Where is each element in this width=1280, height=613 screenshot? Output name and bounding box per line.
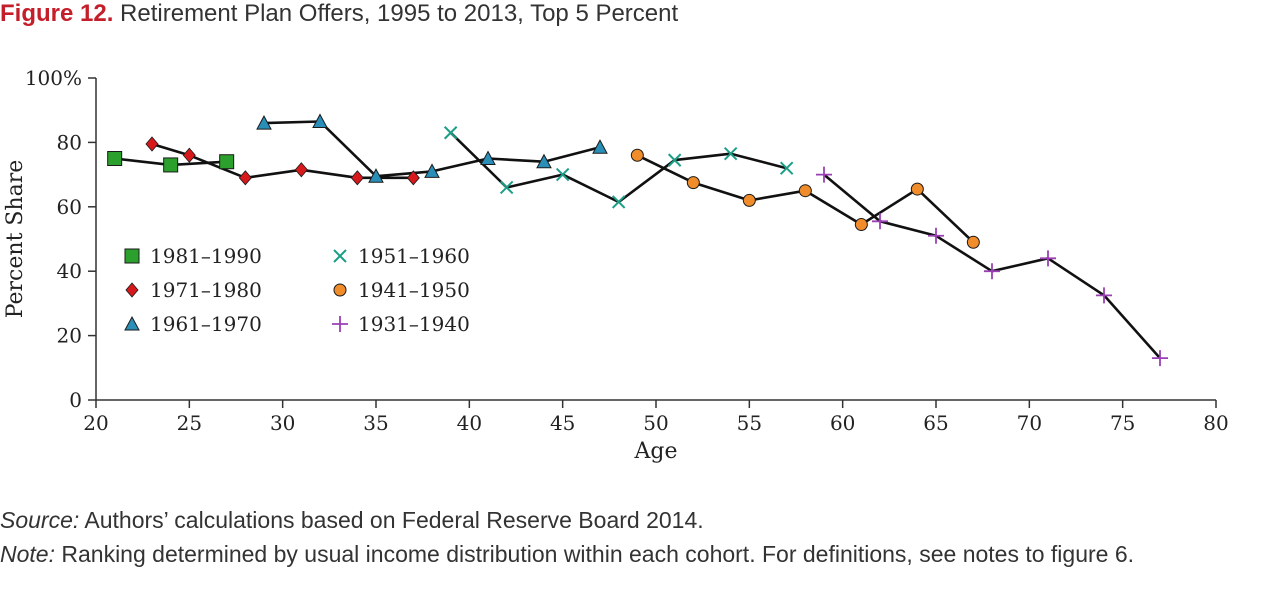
series-markers: [107, 113, 1168, 367]
data-point-0-1: [163, 157, 179, 173]
y-tick-label: 40: [57, 259, 82, 283]
series-line-1: [151, 142, 414, 180]
series-line-4: [636, 154, 975, 244]
data-point-1-4: [350, 170, 364, 186]
note-text: Ranking determined by usual income distr…: [61, 541, 1135, 567]
x-tick-label: 20: [83, 411, 108, 435]
data-point-3-1: [499, 180, 514, 195]
x-tick-label: 45: [550, 411, 575, 435]
x-tick-label: 65: [923, 411, 948, 435]
legend-label-3: 1951–1960: [358, 244, 470, 268]
data-point-2-1: [312, 113, 328, 128]
data-point-2-3: [424, 163, 440, 178]
y-tick-label: 100%: [25, 66, 82, 90]
data-point-2-2: [368, 168, 384, 183]
x-tick-label: 30: [270, 411, 295, 435]
x-tick-label: 55: [737, 411, 762, 435]
source-line: Source: Authors’ calculations based on F…: [0, 503, 1280, 537]
data-point-4-5: [910, 182, 924, 196]
data-point-1-5: [406, 170, 420, 186]
figure-title-text: Retirement Plan Offers, 1995 to 2013, To…: [120, 0, 679, 27]
data-point-5-4: [1040, 250, 1056, 267]
data-point-5-5: [1096, 287, 1112, 304]
data-point-1-2: [238, 170, 252, 186]
x-tick-label: 50: [643, 411, 668, 435]
data-point-4-0: [630, 148, 644, 162]
legend-label-2: 1961–1970: [150, 312, 262, 336]
y-tick-label: 80: [57, 130, 82, 154]
legend-label-0: 1981–1990: [150, 244, 262, 268]
data-point-1-3: [294, 162, 308, 178]
legend-label-4: 1941–1950: [358, 278, 470, 302]
data-point-5-2: [928, 227, 944, 244]
x-tick-label: 70: [1017, 411, 1042, 435]
figure-title: Figure 12. Retirement Plan Offers, 1995 …: [0, 0, 678, 28]
figure-label: Figure 12.: [0, 0, 114, 27]
data-point-4-1: [686, 176, 700, 190]
data-point-4-2: [742, 193, 756, 207]
series-line-3: [449, 131, 788, 204]
legend-marker-0: [124, 248, 140, 264]
notes: Source: Authors’ calculations based on F…: [0, 503, 1280, 571]
x-tick-label: 60: [830, 411, 855, 435]
y-tick-label: 20: [57, 324, 82, 348]
y-tick-label: 0: [69, 388, 82, 412]
x-axis-label: Age: [634, 439, 678, 464]
legend-marker-2: [124, 315, 140, 331]
data-point-3-4: [667, 153, 682, 167]
legend-label-1: 1971–1980: [150, 278, 262, 302]
data-point-2-0: [256, 115, 272, 130]
legend-marker-1: [125, 282, 139, 298]
legend-marker-5: [332, 316, 348, 332]
data-point-3-3: [611, 195, 626, 209]
note-line: Note: Ranking determined by usual income…: [0, 537, 1280, 571]
data-point-5-3: [984, 263, 1000, 280]
legend-marker-3: [333, 249, 347, 263]
x-tick-label: 40: [457, 411, 482, 435]
data-point-0-2: [219, 154, 235, 170]
legend-marker-4: [333, 283, 347, 297]
data-point-5-1: [872, 213, 888, 230]
legend-label-5: 1931–1940: [358, 312, 470, 336]
legend: 1981–1990 1971–1980 1961–1970 1951–1960 1941…: [124, 244, 470, 336]
y-axis-label: Percent Share: [3, 160, 28, 319]
data-point-2-6: [592, 139, 608, 154]
data-point-4-6: [966, 235, 980, 249]
data-point-2-5: [536, 153, 552, 169]
data-point-5-6: [1152, 350, 1168, 367]
data-point-3-5: [723, 146, 738, 161]
data-point-1-0: [145, 136, 159, 152]
x-tick-label: 25: [177, 411, 202, 435]
data-point-4-3: [798, 184, 812, 198]
data-point-0-0: [107, 151, 123, 166]
x-tick-label: 80: [1203, 411, 1228, 435]
data-point-1-1: [182, 147, 196, 163]
data-point-4-4: [854, 218, 868, 232]
x-tick-label: 35: [363, 411, 388, 435]
data-point-2-4: [480, 150, 496, 165]
data-point-3-2: [555, 167, 570, 182]
x-tick-label: 75: [1110, 411, 1135, 435]
source-text: Authors’ calculations based on Federal R…: [84, 507, 704, 533]
data-point-3-0: [443, 126, 458, 140]
source-label: Source:: [0, 507, 80, 533]
data-point-5-0: [816, 166, 832, 183]
y-tick-label: 60: [57, 195, 82, 219]
data-point-3-6: [779, 161, 794, 175]
note-label: Note:: [0, 541, 55, 567]
